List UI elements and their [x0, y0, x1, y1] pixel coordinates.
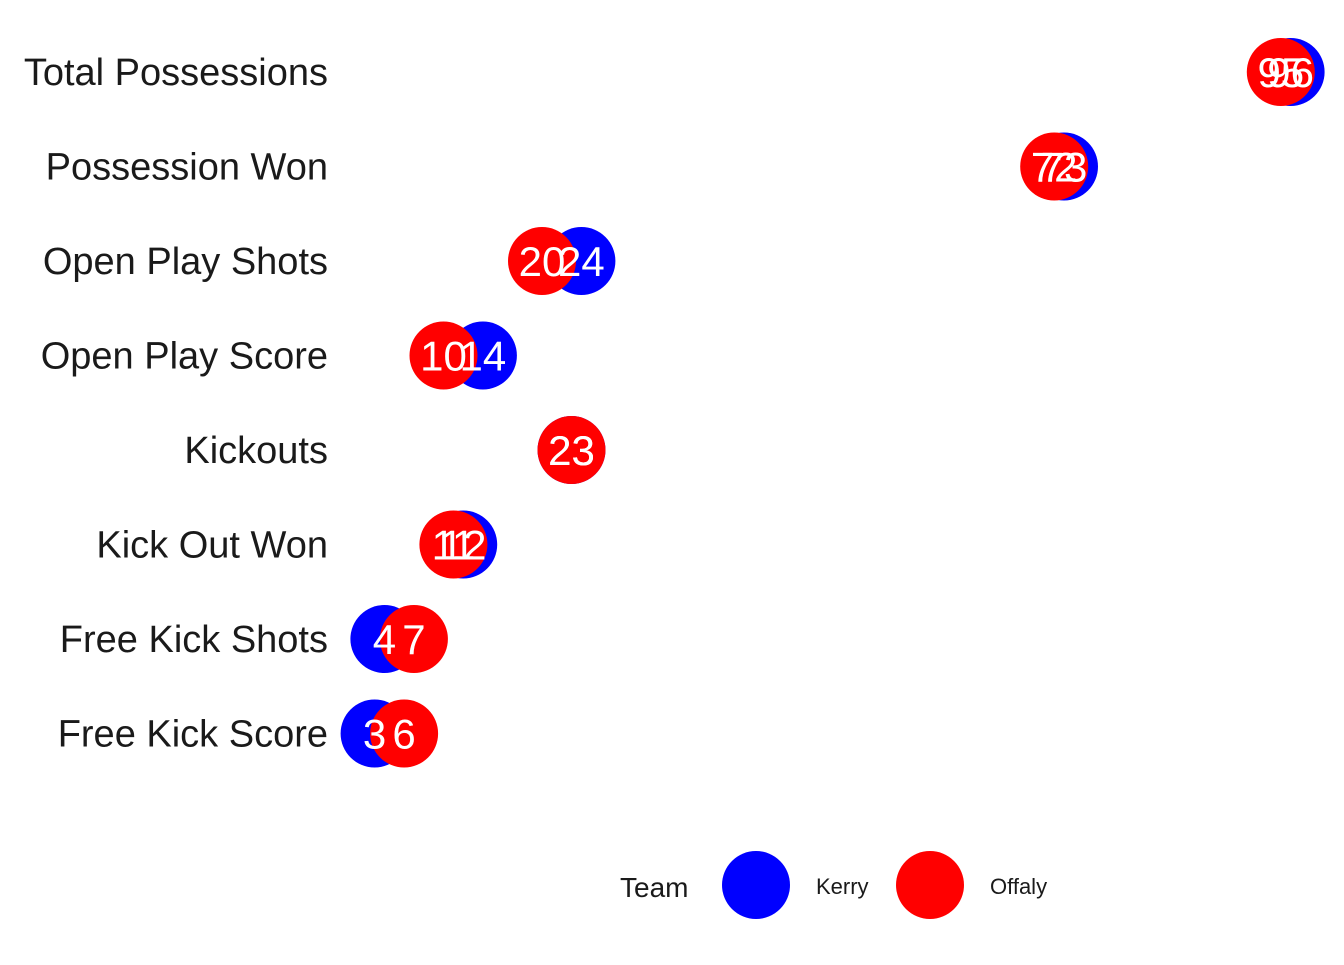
value-label-offaly: 11: [432, 522, 476, 569]
legend-label-offaly: Offaly: [990, 874, 1047, 899]
category-label: Open Play Shots: [43, 241, 328, 283]
value-label-offaly: 6: [392, 711, 415, 758]
value-label-offaly: 72: [1031, 144, 1078, 191]
point-offaly: [1020, 132, 1089, 201]
value-label-offaly: 95: [1257, 49, 1304, 96]
legend-title: Team: [620, 872, 688, 903]
category-label: Kickouts: [184, 430, 328, 472]
value-label-kerry: 12: [440, 522, 487, 569]
point-offaly: [1246, 38, 1315, 106]
value-label-offaly: 7: [402, 616, 425, 663]
value-label-kerry: 4: [373, 616, 396, 663]
category-label: Total Possessions: [24, 52, 328, 94]
legend: Team Kerry Offaly: [620, 851, 1047, 919]
point-offaly: [409, 321, 478, 390]
point-offaly: [370, 699, 439, 768]
value-label-offaly: 20: [519, 238, 566, 285]
legend-label-kerry: Kerry: [816, 874, 869, 899]
category-label: Free Kick Score: [58, 714, 328, 756]
value-label-kerry: 96: [1267, 49, 1314, 96]
legend-swatch-kerry: [722, 851, 790, 919]
point-offaly: [508, 227, 576, 295]
category-label: Open Play Score: [41, 336, 328, 378]
value-label-kerry: 23: [548, 427, 595, 474]
value-label-kerry: 24: [558, 238, 605, 285]
category-label: Kick Out Won: [96, 525, 328, 567]
category-label: Free Kick Shots: [60, 619, 328, 661]
category-labels: Total Possessions Possession Won Open Play…: [24, 52, 328, 756]
category-label: Possession Won: [46, 147, 328, 189]
value-label-kerry: 3: [363, 711, 386, 758]
point-offaly: [379, 605, 448, 673]
value-label-offaly: 10: [420, 333, 467, 380]
point-offaly: [537, 416, 606, 484]
value-label-kerry: 14: [460, 333, 507, 380]
value-label-kerry: 73: [1041, 144, 1088, 191]
legend-swatch-offaly: [896, 851, 964, 919]
value-label-offaly: 23: [548, 427, 595, 474]
point-offaly: [419, 510, 488, 579]
